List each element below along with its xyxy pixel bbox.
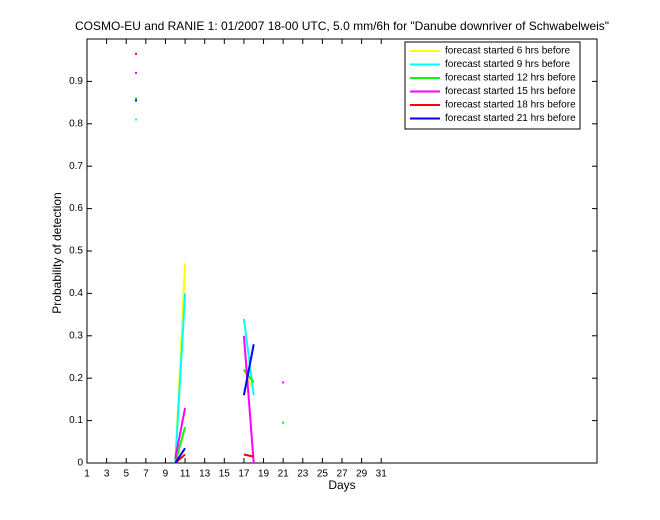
legend-label: forecast started 15 hrs before: [445, 86, 576, 97]
series-line: [174, 293, 187, 464]
x-tick-label: 15: [219, 469, 231, 480]
chart-title: COSMO-EU and RANIE 1: 01/2007 18-00 UTC,…: [75, 19, 609, 33]
y-tick-label: 0.3: [69, 330, 83, 341]
y-tick-label: 0.5: [69, 246, 83, 257]
y-tick-label: 0.7: [69, 161, 83, 172]
x-tick-label: 11: [180, 469, 191, 480]
x-tick-label: 31: [376, 469, 388, 480]
x-tick-label: 5: [123, 469, 129, 480]
series-line: [242, 344, 255, 396]
y-axis-label: Probability of detection: [50, 192, 64, 313]
series-line: [243, 453, 254, 458]
x-tick-label: 13: [199, 469, 211, 480]
x-tick-label: 19: [258, 469, 270, 480]
data-point: [135, 71, 138, 74]
series-line: [243, 369, 255, 384]
x-tick-label: 23: [297, 469, 309, 480]
data-point: [135, 52, 138, 55]
legend-label: forecast started 12 hrs before: [445, 73, 576, 84]
y-tick-label: 0.9: [69, 76, 83, 87]
legend-label: forecast started 9 hrs before: [445, 59, 571, 70]
x-tick-label: 9: [163, 469, 169, 480]
data-point: [135, 97, 138, 100]
y-tick-label: 0.6: [69, 203, 83, 214]
data-point: [135, 99, 138, 102]
y-tick-label: 0.1: [69, 415, 83, 426]
data-point: [282, 421, 285, 424]
x-tick-label: 17: [238, 469, 250, 480]
y-tick-label: 0: [77, 458, 83, 469]
legend-label: forecast started 21 hrs before: [445, 113, 576, 124]
x-tick-label: 25: [317, 469, 329, 480]
x-tick-label: 29: [356, 469, 368, 480]
x-tick-label: 27: [336, 469, 348, 480]
legend-label: forecast started 6 hrs before: [445, 46, 571, 57]
legend-label: forecast started 18 hrs before: [445, 100, 576, 111]
series-line: [242, 318, 255, 396]
y-tick-label: 0.4: [69, 288, 83, 299]
series-line: [242, 335, 255, 464]
series-line: [174, 447, 186, 464]
x-tick-label: 21: [278, 469, 290, 480]
data-point: [135, 118, 138, 121]
data-point: [282, 381, 285, 384]
y-tick-label: 0.2: [69, 373, 83, 384]
series-line: [174, 407, 187, 459]
x-axis-label: Days: [328, 478, 355, 492]
x-tick-label: 7: [143, 469, 149, 480]
series-line: [174, 426, 187, 464]
x-tick-label: 1: [84, 469, 90, 480]
y-tick-label: 0.8: [69, 118, 83, 129]
x-tick-label: 3: [104, 469, 110, 480]
legend-box: [404, 41, 581, 130]
